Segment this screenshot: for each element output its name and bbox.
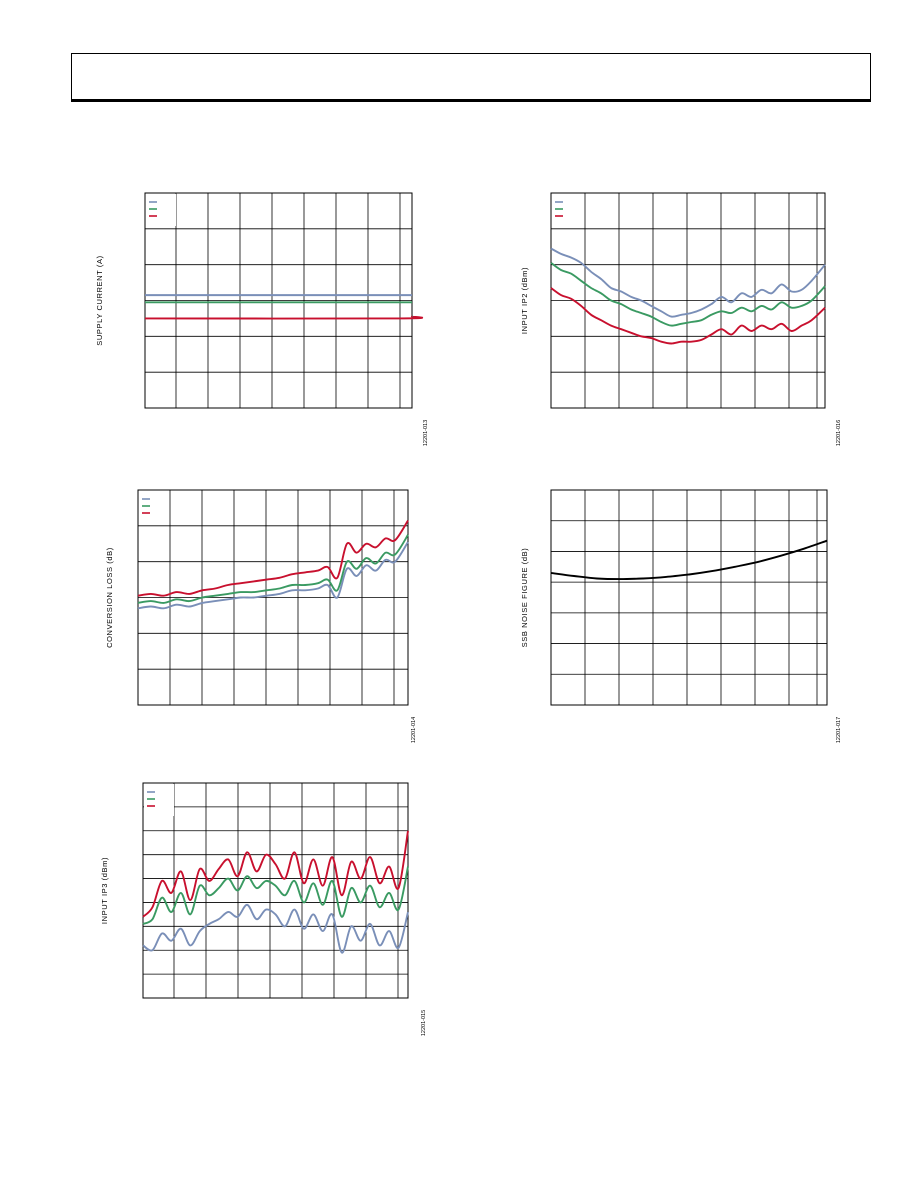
legend <box>146 194 176 226</box>
chart-input-ip2: INPUT IP2 (dBm) 12201-016 <box>520 192 842 446</box>
grid <box>145 193 412 408</box>
series-line-2 <box>550 287 826 345</box>
series-line-2 <box>144 315 423 320</box>
series-line-0 <box>137 541 409 610</box>
figure-id: 12201-017 <box>836 717 842 743</box>
chart-conversion-loss: CONVERSION LOSS (dB) 12201-014 <box>105 489 417 743</box>
y-axis-label: SUPPLY CURRENT (A) <box>95 255 104 345</box>
legend-background <box>139 491 169 523</box>
series-line-1 <box>142 866 409 925</box>
y-axis-label: SSB NOISE FIGURE (dB) <box>520 548 529 648</box>
plot-frame <box>142 782 409 999</box>
plot-frame <box>550 489 828 706</box>
figure-id: 12201-013 <box>423 420 429 446</box>
grid <box>138 490 408 705</box>
figure-id: 12201-015 <box>421 1010 427 1036</box>
series-line-2 <box>137 519 409 597</box>
chart-input-ip3: INPUT IP3 (dBm) 12201-015 <box>100 782 427 1036</box>
series-line-0 <box>550 539 828 581</box>
y-axis-label: INPUT IP3 (dBm) <box>100 857 109 924</box>
series-line-1 <box>137 534 409 604</box>
legend <box>552 194 582 226</box>
series-line-0 <box>142 903 409 954</box>
page-header-box <box>71 53 871 102</box>
plot-frame <box>550 192 826 409</box>
grid <box>551 193 825 408</box>
grid <box>551 490 827 705</box>
legend-background <box>146 194 176 226</box>
y-axis-label: CONVERSION LOSS (dB) <box>105 547 114 648</box>
series-line-2 <box>142 830 409 918</box>
chart-ssb-noise-figure: SSB NOISE FIGURE (dB) 12201-017 <box>520 489 842 743</box>
y-axis-label: INPUT IP2 (dBm) <box>520 267 529 334</box>
legend-background <box>552 194 582 226</box>
chart-supply-current: SUPPLY CURRENT (A) 12201-013 <box>95 192 429 446</box>
legend-background <box>144 784 174 816</box>
plot-frame <box>137 489 409 706</box>
legend <box>139 491 169 523</box>
plot-frame <box>144 192 413 409</box>
series-line-1 <box>550 262 826 327</box>
figure-id: 12201-016 <box>836 420 842 446</box>
legend <box>144 784 174 816</box>
series-line-0 <box>550 247 826 318</box>
figure-id: 12201-014 <box>411 717 417 743</box>
grid <box>143 783 408 998</box>
